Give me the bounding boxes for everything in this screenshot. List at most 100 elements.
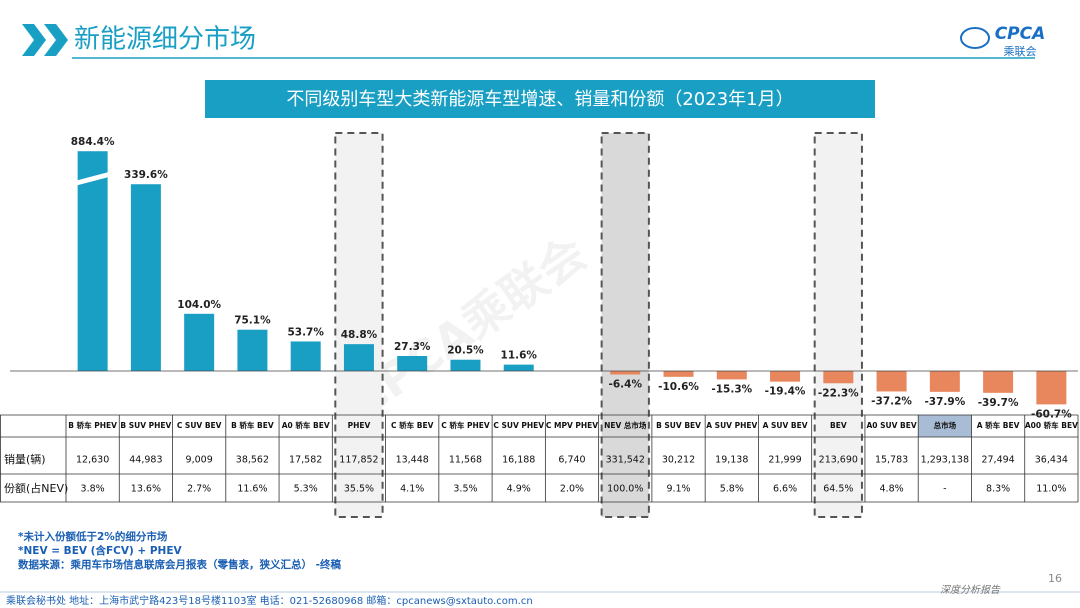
axis-break — [73, 171, 112, 187]
table-cell: 5.8% — [720, 484, 744, 495]
banner — [205, 80, 875, 118]
value-label: 884.4% — [71, 136, 115, 148]
table-cell: 117,852 — [339, 455, 378, 466]
column-header: B SUV BEV — [656, 421, 701, 430]
value-label: -10.6% — [658, 381, 699, 393]
column-header: 总市场 — [934, 420, 957, 430]
value-label: -22.3% — [818, 387, 859, 399]
bar — [77, 151, 108, 371]
table-cell: 9,009 — [186, 455, 213, 466]
bar — [823, 371, 854, 384]
table-cell: 30,212 — [662, 455, 695, 466]
table-cell: 9.1% — [666, 484, 690, 495]
footer-contact: 乘联会秘书处 地址：上海市武宁路423号18号楼1103室 电话：021-526… — [6, 594, 533, 607]
table-cell: 4.8% — [880, 484, 904, 495]
chart-title: 不同级别车型大类新能源车型增速、销量和份额（2023年1月） — [286, 89, 793, 110]
highlight-box — [600, 132, 650, 518]
table-cell: 36,434 — [1035, 455, 1068, 466]
table-cell: 13,448 — [396, 455, 429, 466]
table-cell: 213,690 — [819, 455, 858, 466]
value-label: 20.5% — [447, 345, 484, 357]
table-cell: 17,582 — [289, 455, 322, 466]
table-cell: 3.5% — [453, 484, 477, 495]
bar — [716, 371, 747, 380]
value-label: -60.7% — [1031, 408, 1072, 420]
column-header: C SUV PHEV — [493, 421, 544, 430]
table-cell: 13.6% — [131, 484, 161, 495]
bar — [450, 359, 481, 371]
column-header: C 轿车 BEV — [391, 420, 434, 430]
value-label: -37.2% — [871, 395, 912, 407]
column-header: A SUV BEV — [763, 421, 808, 430]
value-label: -6.4% — [609, 379, 643, 391]
bar — [503, 364, 534, 371]
bar — [663, 371, 694, 377]
column-header: B 轿车 BEV — [231, 420, 274, 430]
highlight-box — [813, 132, 863, 518]
value-label: 11.6% — [501, 350, 538, 362]
table-cell: 15,783 — [875, 455, 908, 466]
bar — [983, 371, 1014, 393]
column-header: A0 SUV BEV — [866, 421, 916, 430]
table-cell: 38,562 — [236, 455, 269, 466]
bar — [610, 371, 641, 375]
page-title: 新能源细分市场 — [74, 25, 256, 55]
bar — [397, 355, 428, 371]
table-cell: - — [943, 484, 946, 495]
table-cell: 2.7% — [187, 484, 211, 495]
bar — [130, 184, 161, 371]
table-cell: 16,188 — [502, 455, 535, 466]
value-label: 104.0% — [177, 299, 221, 311]
bar — [237, 329, 268, 371]
table-cell: 11.0% — [1036, 484, 1066, 495]
table-cell: 3.8% — [81, 484, 105, 495]
column-header: B 轿车 PHEV — [68, 420, 117, 430]
bar — [876, 371, 907, 392]
table-cell: 8.3% — [986, 484, 1010, 495]
note: 数据来源：乘用车市场信息联席会月报表（零售表，狭义汇总） -终稿 — [17, 558, 342, 571]
table-cell: 331,542 — [606, 455, 645, 466]
row-header: 份额(占NEV) — [4, 481, 68, 495]
table-cell: 12,630 — [76, 455, 109, 466]
value-label: -37.9% — [924, 396, 965, 408]
value-label: 75.1% — [234, 315, 271, 327]
table-cell: 1,293,138 — [921, 455, 969, 466]
column-header: A 轿车 BEV — [977, 420, 1020, 430]
column-header: A0 轿车 BEV — [282, 420, 330, 430]
value-label: 53.7% — [287, 326, 324, 338]
table-cell: 44,983 — [129, 455, 162, 466]
table-cell: 64.5% — [823, 484, 853, 495]
value-label: -19.4% — [765, 386, 806, 398]
table-cell: 4.9% — [507, 484, 531, 495]
page-number: 16 — [1048, 572, 1062, 585]
column-header: B SUV PHEV — [120, 421, 171, 430]
column-header: BEV — [830, 421, 847, 430]
note: *NEV = BEV (含FCV) + PHEV — [18, 544, 183, 557]
table-cell: 19,138 — [715, 455, 748, 466]
value-label: 48.8% — [341, 329, 378, 341]
table-cell: 27,494 — [981, 455, 1014, 466]
row-header: 销量(辆) — [4, 452, 46, 466]
total-header-bg — [918, 415, 972, 437]
bar — [1036, 371, 1067, 405]
value-label: 27.3% — [394, 341, 431, 353]
table-cell: 4.1% — [400, 484, 424, 495]
table-cell: 11,568 — [449, 455, 482, 466]
table-cell: 6.6% — [773, 484, 797, 495]
bar — [770, 371, 801, 382]
bar — [184, 313, 215, 371]
logo-text: CPCA — [995, 24, 1046, 44]
column-header: C 轿车 PHEV — [441, 420, 490, 430]
value-label: 339.6% — [124, 169, 168, 181]
column-header: C MPV PHEV — [546, 421, 598, 430]
bar — [343, 344, 374, 371]
table-cell: 11.6% — [237, 484, 267, 495]
logo-subtext: 乘联会 — [1004, 45, 1037, 58]
table-cell: 6,740 — [558, 455, 585, 466]
highlight-box — [334, 132, 384, 518]
value-label: -39.7% — [978, 397, 1019, 409]
table-cell: 5.3% — [294, 484, 318, 495]
report-label: 深度分析报告 — [940, 584, 1001, 596]
bar — [929, 371, 960, 392]
